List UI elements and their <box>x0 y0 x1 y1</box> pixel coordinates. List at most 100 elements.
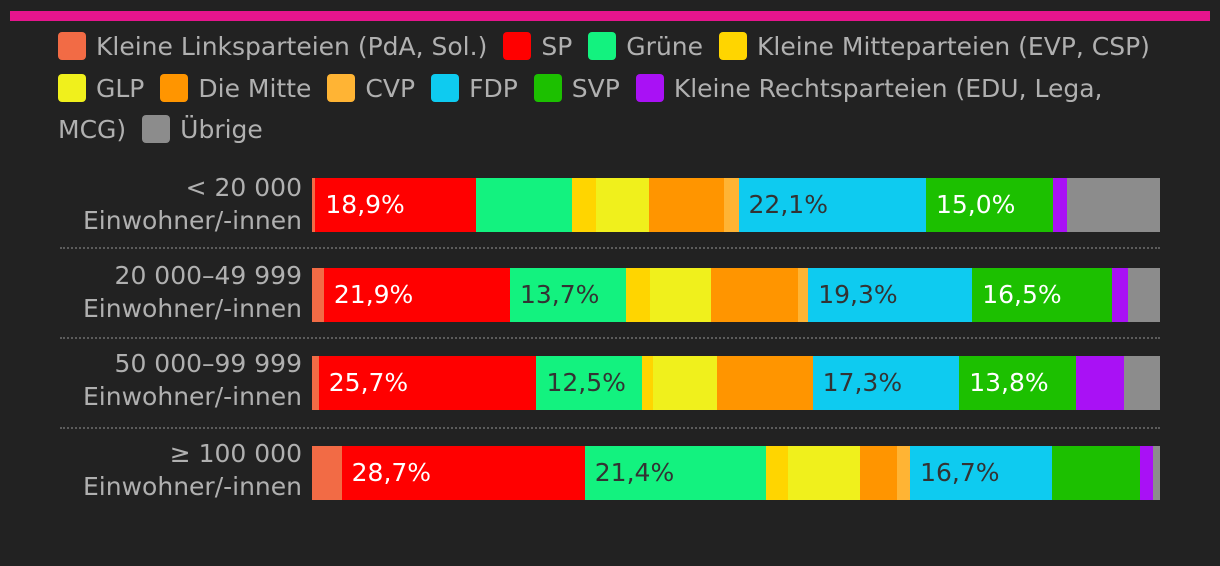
bar-segment <box>1112 268 1129 322</box>
legend-item: Grüne <box>588 32 703 61</box>
bar-segment <box>959 356 1077 410</box>
bar-segment <box>650 268 711 322</box>
row-label-unit: Einwohner/-innen <box>83 294 302 323</box>
legend-item: SVP <box>533 73 620 103</box>
bar-segment <box>652 356 718 410</box>
data-label: 13,8% <box>969 368 1049 397</box>
legend-swatch <box>327 73 356 102</box>
bar-segment <box>1051 446 1141 500</box>
bar-row: 18,9% 22,1% 15,0% <box>312 178 1161 232</box>
row-divider <box>60 337 1160 339</box>
bar-segment <box>536 356 643 410</box>
legend-item: FDP <box>431 73 518 103</box>
bar-segment <box>1076 356 1125 410</box>
row-label-size: ≥ 100 000 <box>169 439 302 468</box>
bar-segment <box>910 446 1053 500</box>
legend-swatch <box>635 73 664 102</box>
bar-segment <box>312 446 343 500</box>
chart-legend: Kleine Linksparteien (PdA, Sol.) SP Grüne K… <box>58 26 1168 151</box>
legend-swatch <box>533 73 562 102</box>
row-label: < 20 000 Einwohner/-innen <box>10 171 302 237</box>
data-label: 18,9% <box>325 190 405 219</box>
bar-segment <box>788 446 861 500</box>
row-label: ≥ 100 000 Einwohner/-innen <box>10 437 302 503</box>
bar-segment <box>798 268 809 322</box>
bar-segment <box>475 178 573 232</box>
data-label: 16,7% <box>920 458 1000 487</box>
bar-segment <box>642 356 654 410</box>
bar-segment <box>1053 178 1068 232</box>
bar-segment <box>626 268 651 322</box>
row-label-size: 50 000–99 999 <box>114 349 302 378</box>
bar-segment <box>1153 446 1161 500</box>
bar-segment <box>323 268 511 322</box>
legend-label: FDP <box>469 73 518 103</box>
bar-segment <box>312 178 316 232</box>
legend-item: GLP <box>58 73 145 103</box>
bar-segment <box>710 268 799 322</box>
legend-label: Kleine Linksparteien (PdA, Sol.) <box>96 32 488 61</box>
row-label-unit: Einwohner/-innen <box>83 382 302 411</box>
bar-segment <box>812 356 960 410</box>
legend-swatch <box>160 73 189 102</box>
data-label: 13,7% <box>519 280 600 309</box>
legend-swatch <box>431 73 460 102</box>
legend-label: Die Mitte <box>198 73 312 103</box>
header-accent-bar <box>10 11 1210 21</box>
bar-segment <box>584 446 767 500</box>
row-label: 50 000–99 999 Einwohner/-innen <box>10 347 302 413</box>
row-label: 20 000–49 999 Einwohner/-innen <box>10 259 302 325</box>
bar-segment <box>341 446 586 500</box>
row-label-size: 20 000–49 999 <box>114 261 302 290</box>
bar-segment <box>1127 268 1161 322</box>
legend-swatch <box>503 32 532 60</box>
bar-segment <box>596 178 650 232</box>
legend-item: Die Mitte <box>160 73 312 103</box>
legend-label: SP <box>541 32 573 61</box>
bar-segment <box>724 178 740 232</box>
bar-segment <box>1139 446 1154 500</box>
legend-swatch <box>588 32 617 60</box>
bar-segment <box>766 446 789 500</box>
bar-row: 21,9% 13,7% 19,3% 16,5% <box>312 268 1161 322</box>
legend-label: Grüne <box>626 32 704 61</box>
data-label: 28,7% <box>351 458 432 487</box>
bar-row: 28,7% 21,4% 16,7% <box>312 446 1161 500</box>
bar-row: 25,7% 12,5% 17,3% 13,8% <box>312 356 1161 410</box>
legend-label: CVP <box>365 73 416 103</box>
legend-label: GLP <box>96 73 145 103</box>
legend-label: Kleine Mitteparteien (EVP, CSP) <box>757 32 1150 61</box>
bar-segment <box>972 268 1113 322</box>
data-label: 21,9% <box>333 280 414 309</box>
bar-segment <box>648 178 725 232</box>
legend-item: CVP <box>327 73 416 103</box>
bar-segment <box>925 178 1054 232</box>
legend-item: Kleine Rechtsparteien (EDU, Lega, MCG) <box>58 73 1102 144</box>
data-label: 19,3% <box>818 280 898 309</box>
bar-segment <box>808 268 973 322</box>
row-divider <box>60 427 1160 429</box>
legend-swatch <box>142 115 171 143</box>
data-label: 17,3% <box>822 368 903 397</box>
bar-segment <box>312 356 320 410</box>
data-label: 15,0% <box>935 190 1016 219</box>
bar-segment <box>315 178 477 232</box>
legend-swatch <box>58 32 86 60</box>
bar-segment <box>896 446 911 500</box>
bar-segment <box>318 356 537 410</box>
legend-item: Kleine Mitteparteien (EVP, CSP) <box>719 32 1150 61</box>
legend-label: Übrige <box>180 115 263 144</box>
bar-segment <box>1124 356 1161 410</box>
row-label-unit: Einwohner/-innen <box>83 206 302 235</box>
legend-label: SVP <box>571 73 620 103</box>
bar-segment <box>860 446 898 500</box>
bar-segment <box>738 178 927 232</box>
row-label-unit: Einwohner/-innen <box>83 472 302 501</box>
legend-swatch <box>58 73 86 102</box>
data-label: 22,1% <box>748 190 828 219</box>
data-label: 12,5% <box>546 368 626 397</box>
row-divider <box>60 247 1160 249</box>
legend-item: Übrige <box>142 115 263 144</box>
bar-segment <box>716 356 814 410</box>
legend-item: SP <box>503 32 572 61</box>
